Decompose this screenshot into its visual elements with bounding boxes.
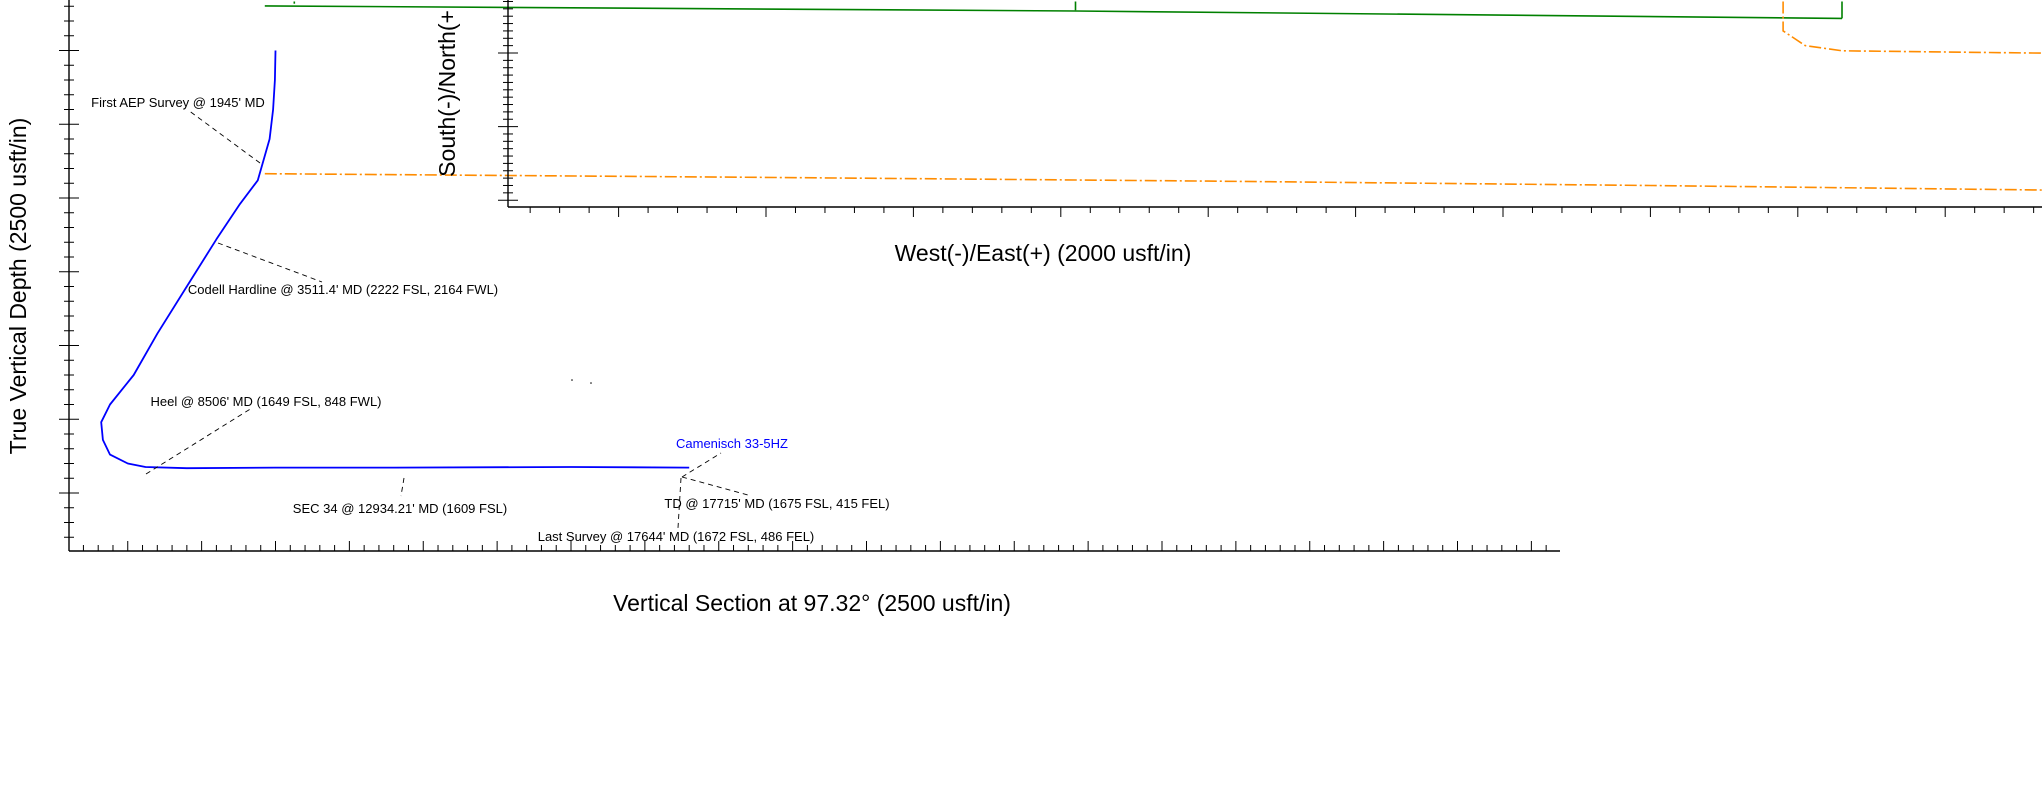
stray-dot [571,379,573,381]
annotation-label: SEC 34 @ 12934.21' MD (1609 FSL) [293,501,507,516]
annotation-leader-line [681,452,722,478]
setback-boundary-line [264,172,2042,191]
annotation-label: First AEP Survey @ 1945' MD [91,95,265,110]
plan-view-y-axis-title: South(-)/North(+ [434,10,460,177]
annotation-label: Last Survey @ 17644' MD (1672 FSL, 486 F… [538,529,815,544]
well-name-label: Camenisch 33-5HZ [676,436,788,451]
wellbore-trajectory-line [100,50,690,470]
stray-dot [590,382,592,384]
tvd-y-axis-title: True Vertical Depth (2500 usft/in) [5,118,31,455]
plan-view-x-axis-title: West(-)/East(+) (2000 usft/in) [895,240,1192,266]
plan-view-inset: West(-)/East(+) (2000 usft/in) South(-)/… [264,0,2042,384]
lease-boundary-line [264,5,1843,20]
vertical-section-x-axis-title: Vertical Section at 97.32° (2500 usft/in… [613,590,1011,616]
annotation-label: TD @ 17715' MD (1675 FSL, 415 FEL) [664,496,889,511]
annotation-leader-line [145,407,253,475]
annotation-label: Codell Hardline @ 3511.4' MD (2222 FSL, … [188,282,498,297]
annotation-leader-line [400,477,405,497]
annotation-label: Heel @ 8506' MD (1649 FSL, 848 FWL) [151,394,382,409]
setback-boundary-line [1782,1,2042,54]
annotation-leader-line [187,109,261,164]
vertical-section-chart: First AEP Survey @ 1945' MD Codell Hardli… [5,0,1560,616]
annotation-leader-line [681,476,749,496]
annotation-leader-line [217,242,323,283]
